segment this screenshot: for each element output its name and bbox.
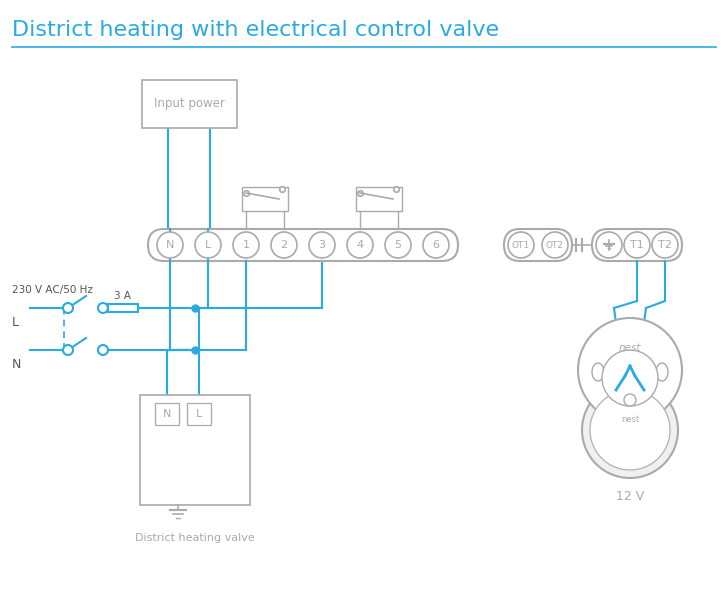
Circle shape — [309, 232, 335, 258]
Bar — [356, 187, 402, 211]
Text: 5: 5 — [395, 240, 402, 250]
Circle shape — [590, 390, 670, 470]
Circle shape — [233, 232, 259, 258]
Text: OT1: OT1 — [512, 241, 530, 249]
Circle shape — [624, 394, 636, 406]
Circle shape — [652, 232, 678, 258]
Text: N: N — [163, 409, 171, 419]
Circle shape — [602, 350, 658, 406]
Text: T2: T2 — [658, 240, 672, 250]
Text: 2: 2 — [280, 240, 288, 250]
Text: 230 V AC/50 Hz: 230 V AC/50 Hz — [12, 285, 93, 295]
Text: 6: 6 — [432, 240, 440, 250]
Circle shape — [157, 232, 183, 258]
Bar — [187, 403, 211, 425]
Text: L: L — [196, 409, 202, 419]
Text: District heating valve: District heating valve — [135, 533, 255, 543]
Circle shape — [98, 345, 108, 355]
FancyBboxPatch shape — [504, 229, 572, 261]
Text: District heating with electrical control valve: District heating with electrical control… — [12, 20, 499, 40]
Circle shape — [63, 345, 73, 355]
Ellipse shape — [656, 363, 668, 381]
Circle shape — [195, 232, 221, 258]
Ellipse shape — [592, 363, 604, 381]
Circle shape — [423, 232, 449, 258]
Text: 4: 4 — [357, 240, 363, 250]
Text: L: L — [205, 240, 211, 250]
Circle shape — [271, 232, 297, 258]
Text: 1: 1 — [242, 240, 250, 250]
Circle shape — [596, 232, 622, 258]
FancyBboxPatch shape — [592, 229, 682, 261]
Circle shape — [508, 232, 534, 258]
Bar — [140, 395, 250, 505]
Text: nest: nest — [621, 415, 639, 425]
Circle shape — [98, 303, 108, 313]
Text: Input power: Input power — [154, 97, 224, 110]
Bar — [108, 304, 138, 312]
Circle shape — [385, 232, 411, 258]
Text: N: N — [166, 240, 174, 250]
Bar — [141, 80, 237, 128]
Bar — [242, 187, 288, 211]
Circle shape — [347, 232, 373, 258]
Text: OT2: OT2 — [546, 241, 564, 249]
FancyBboxPatch shape — [148, 229, 458, 261]
Circle shape — [624, 232, 650, 258]
Bar — [155, 403, 179, 425]
Text: 12 V: 12 V — [616, 489, 644, 503]
Circle shape — [542, 232, 568, 258]
Text: N: N — [12, 358, 21, 371]
Circle shape — [63, 303, 73, 313]
Text: 3: 3 — [319, 240, 325, 250]
Circle shape — [578, 318, 682, 422]
Text: nest: nest — [619, 343, 641, 353]
Text: T1: T1 — [630, 240, 644, 250]
Text: L: L — [12, 315, 19, 328]
Circle shape — [582, 382, 678, 478]
Text: 3 A: 3 A — [114, 291, 132, 301]
